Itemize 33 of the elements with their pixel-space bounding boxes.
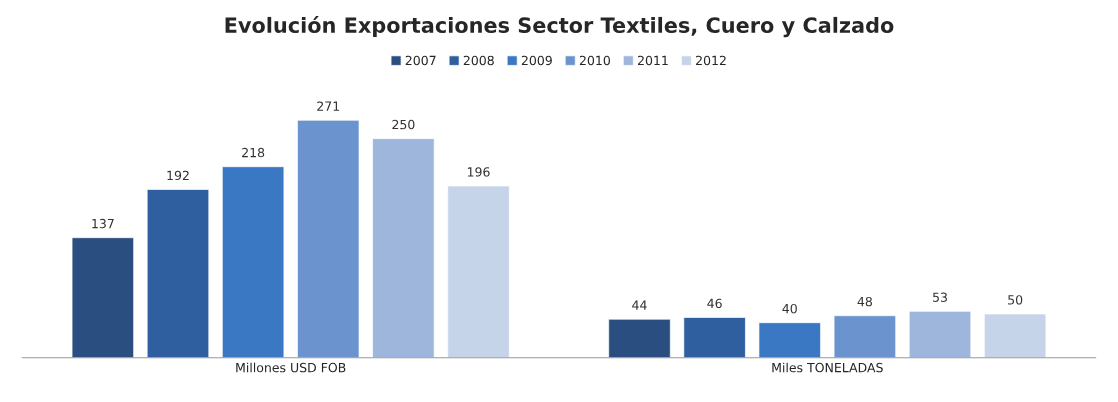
data-label: 40	[782, 303, 797, 314]
legend-label: 2010	[579, 55, 610, 66]
legend-label: 2008	[463, 55, 494, 66]
chart-title: Evolución Exportaciones Sector Textiles, Cuero y Calzado	[225, 16, 894, 38]
x-tick-label: Miles TONELADAS	[772, 362, 883, 373]
data-label: 137	[92, 218, 114, 229]
data-label: 48	[857, 296, 872, 307]
bar	[447, 185, 510, 358]
bar	[908, 310, 972, 358]
data-label: 53	[933, 292, 947, 302]
bar	[608, 318, 671, 358]
data-label: 50	[1008, 295, 1023, 305]
bar	[758, 322, 821, 358]
bar	[71, 237, 135, 358]
bar	[683, 317, 746, 358]
bar	[146, 189, 210, 358]
data-label: 196	[467, 167, 490, 177]
data-label: 44	[632, 300, 647, 310]
data-label: 218	[242, 147, 265, 158]
legend-label: 2011	[637, 55, 668, 66]
legend-label: 2007	[405, 55, 436, 66]
bar	[372, 138, 435, 358]
data-label: 46	[707, 298, 722, 309]
data-label: 271	[317, 101, 340, 111]
data-label: 250	[392, 119, 415, 130]
legend-label: 2012	[696, 55, 726, 66]
data-label: 192	[167, 170, 189, 181]
bar	[983, 313, 1047, 358]
legend-label: 2009	[521, 55, 552, 66]
bar	[221, 166, 285, 358]
bar	[833, 315, 897, 358]
bar	[297, 119, 360, 358]
x-tick-label: Millones USD FOB	[236, 362, 346, 373]
